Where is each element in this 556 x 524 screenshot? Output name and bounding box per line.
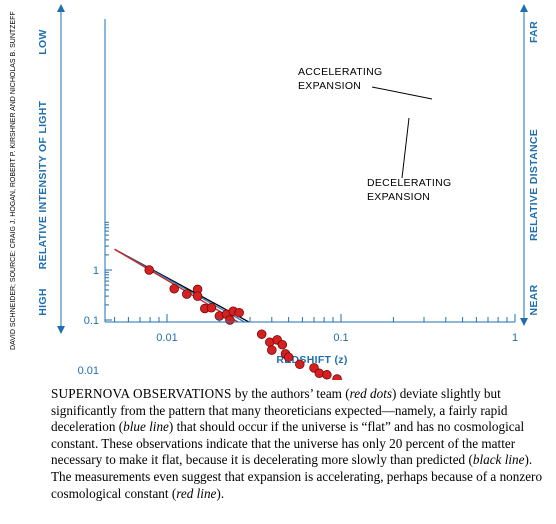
caption-part-1: by the authors’ team ( [231, 386, 350, 401]
caption-emph-red-line: red line [176, 485, 217, 501]
data-point [206, 303, 217, 313]
series-red-line [114, 248, 240, 322]
x-tick-label: 0.01 [156, 332, 177, 344]
annotation-accelerating-line1: ACCELERATING [298, 66, 383, 78]
caption-lead: SUPERNOVA OBSERVATIONS [51, 386, 232, 401]
y-axis-title-left: RELATIVE INTENSITY OF LIGHT [37, 100, 49, 269]
credit-text: DAVID SCHNEIDER; SOURCE: CRAIG J. HOGAN,… [10, 11, 17, 350]
left-axis-arrow-up [57, 4, 65, 12]
y-tick-label: 0.1 [84, 315, 99, 327]
y-tick-label: 1 [93, 265, 99, 277]
annotation-decelerating-line2: EXPANSION [367, 191, 430, 203]
chart: DAVID SCHNEIDER; SOURCE: CRAIG J. HOGAN,… [10, 4, 540, 380]
x-tick-label: 0.1 [333, 332, 348, 344]
series-blue-line [114, 248, 246, 322]
y-axis-title-right: RELATIVE DISTANCE [528, 129, 540, 241]
caption-part-3: ) that should occur if the universe is “… [51, 419, 525, 468]
y-axis-end-bottom-left: HIGH [37, 288, 49, 315]
y-axis-end-top-right: FAR [528, 21, 540, 43]
y-axis-end-top-left: LOW [37, 29, 49, 54]
x-tick-label: 1 [512, 332, 518, 344]
data-point [322, 370, 332, 380]
caption-part-2: ) deviate slightly but significantly fro… [51, 386, 508, 435]
y-tick-label: 0.01 [78, 365, 99, 377]
series-black-line [114, 248, 251, 322]
data-point [267, 345, 277, 355]
caption-emph-blue-line: blue line [123, 419, 169, 435]
annotation-pointer-decelerating [401, 117, 410, 179]
caption-part-5: ). [216, 485, 225, 501]
data-point [256, 329, 267, 339]
caption-part-4: ). The measurements even suggest that ex… [51, 452, 543, 501]
data-point [283, 352, 294, 362]
right-axis-arrow-up [520, 4, 528, 12]
data-point [332, 374, 342, 380]
x-axis-title: REDSHIFT (z) [276, 354, 347, 366]
plot-area: 0.000010.00010.0010.010.110.010.11 [57, 4, 528, 380]
annotation-decelerating-line1: DECELERATING [367, 177, 452, 189]
data-point [295, 359, 305, 370]
data-point [192, 291, 203, 301]
data-point [225, 315, 235, 325]
caption-emph-red-dots: red dots [349, 386, 392, 401]
y-axis-end-bottom-right: NEAR [528, 284, 540, 315]
figure-caption: SUPERNOVA OBSERVATIONS by the authors’ t… [51, 386, 547, 502]
caption-emph-black-line: black line [472, 452, 525, 468]
data-point [277, 339, 288, 350]
data-point [314, 368, 325, 379]
right-axis-arrow-down [520, 318, 528, 326]
data-point [169, 284, 179, 294]
data-point [234, 307, 244, 318]
data-point [144, 265, 154, 275]
left-axis-arrow-down [57, 326, 65, 334]
annotation-pointer-accelerating [371, 86, 433, 100]
annotation-accelerating-line2: EXPANSION [298, 80, 361, 92]
data-point [182, 289, 192, 299]
